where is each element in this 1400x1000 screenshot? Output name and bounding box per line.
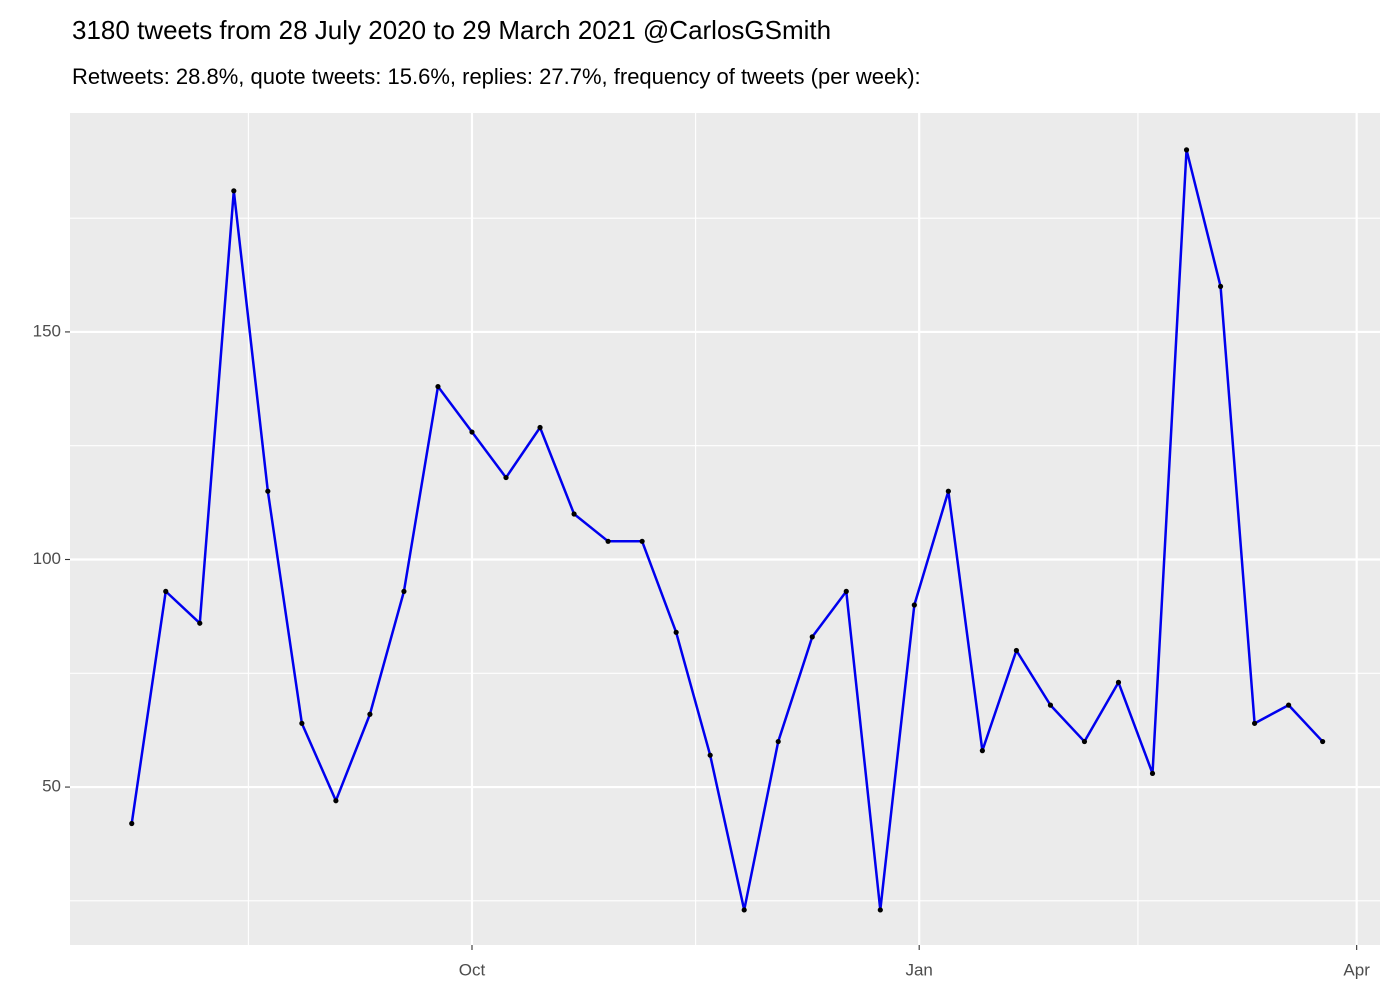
data-point xyxy=(1115,679,1122,685)
data-point xyxy=(571,511,577,517)
data-point xyxy=(1251,720,1258,726)
data-point xyxy=(265,488,271,494)
data-point xyxy=(163,588,169,594)
y-tick-label: 100 xyxy=(33,549,61,568)
data-point xyxy=(333,798,339,804)
data-point xyxy=(1013,647,1020,654)
data-point xyxy=(197,620,203,626)
data-point xyxy=(1081,738,1088,745)
data-point xyxy=(605,538,611,544)
data-point xyxy=(945,488,951,494)
chart-subtitle: Retweets: 28.8%, quote tweets: 15.6%, re… xyxy=(72,64,921,89)
data-point xyxy=(401,588,407,594)
data-point xyxy=(1217,283,1224,290)
plot-panel xyxy=(70,113,1380,945)
x-tick-label: Apr xyxy=(1343,960,1370,979)
data-point xyxy=(503,474,509,481)
data-point xyxy=(435,383,441,390)
x-tick-label: Oct xyxy=(459,960,486,979)
data-point xyxy=(775,738,781,745)
data-point xyxy=(877,907,883,913)
x-tick-label: Jan xyxy=(905,960,932,979)
chart-title: 3180 tweets from 28 July 2020 to 29 Marc… xyxy=(72,15,831,45)
data-point xyxy=(843,588,849,594)
data-point xyxy=(673,629,679,635)
data-point xyxy=(1286,702,1292,708)
data-point xyxy=(469,429,475,435)
data-point xyxy=(1320,738,1326,745)
data-point xyxy=(911,602,917,608)
data-point xyxy=(129,820,135,827)
y-tick-label: 50 xyxy=(42,777,61,796)
y-tick-label: 150 xyxy=(33,321,61,340)
data-point xyxy=(231,188,237,194)
data-point xyxy=(639,538,645,544)
data-point xyxy=(741,907,747,913)
data-point xyxy=(1183,147,1190,153)
data-point xyxy=(809,634,815,640)
line-series xyxy=(130,148,1324,912)
data-point xyxy=(707,752,713,758)
data-point xyxy=(979,748,985,754)
data-point xyxy=(299,720,305,726)
data-point xyxy=(367,711,373,717)
data-point xyxy=(1149,770,1156,777)
data-point xyxy=(537,424,543,431)
data-point xyxy=(1047,702,1054,708)
